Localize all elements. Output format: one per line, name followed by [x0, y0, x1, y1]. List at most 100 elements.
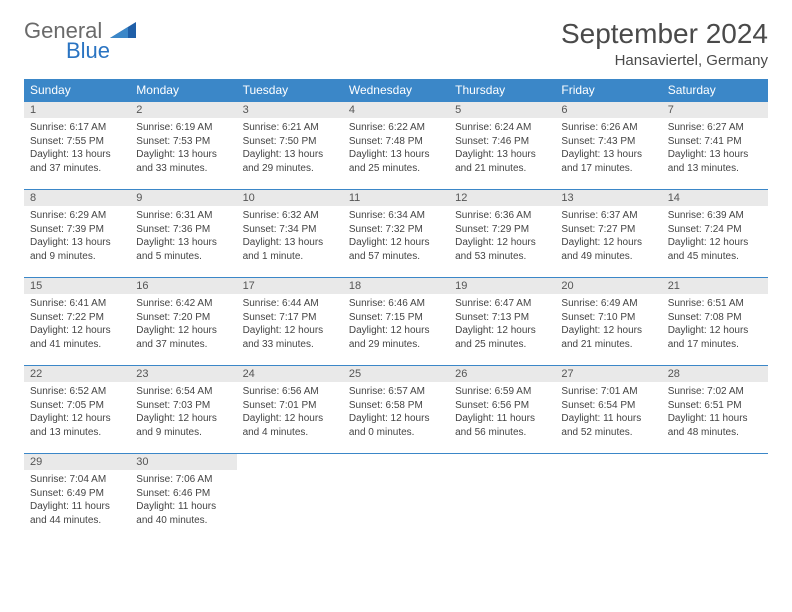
daylight-line: Daylight: 12 hours and 17 minutes.	[668, 324, 762, 351]
sunset-line: Sunset: 7:03 PM	[136, 399, 230, 413]
sunrise-line: Sunrise: 6:36 AM	[455, 209, 549, 223]
daylight-line: Daylight: 13 hours and 13 minutes.	[668, 148, 762, 175]
sunset-line: Sunset: 7:53 PM	[136, 135, 230, 149]
sunset-line: Sunset: 7:34 PM	[243, 223, 337, 237]
day-number: 18	[343, 278, 449, 294]
day-body: Sunrise: 7:04 AMSunset: 6:49 PMDaylight:…	[24, 470, 130, 533]
daylight-line: Daylight: 12 hours and 45 minutes.	[668, 236, 762, 263]
sunset-line: Sunset: 7:27 PM	[561, 223, 655, 237]
day-number: 27	[555, 366, 661, 382]
calendar-cell	[555, 454, 661, 542]
title-block: September 2024 Hansaviertel, Germany	[561, 18, 768, 69]
calendar-cell: 3Sunrise: 6:21 AMSunset: 7:50 PMDaylight…	[237, 102, 343, 190]
sunrise-line: Sunrise: 6:24 AM	[455, 121, 549, 135]
calendar-cell: 1Sunrise: 6:17 AMSunset: 7:55 PMDaylight…	[24, 102, 130, 190]
weekday-header: Wednesday	[343, 79, 449, 102]
sunrise-line: Sunrise: 6:29 AM	[30, 209, 124, 223]
day-number: 6	[555, 102, 661, 118]
day-body: Sunrise: 6:56 AMSunset: 7:01 PMDaylight:…	[237, 382, 343, 445]
sunrise-line: Sunrise: 6:51 AM	[668, 297, 762, 311]
daylight-line: Daylight: 12 hours and 29 minutes.	[349, 324, 443, 351]
day-body: Sunrise: 7:01 AMSunset: 6:54 PMDaylight:…	[555, 382, 661, 445]
calendar-cell: 22Sunrise: 6:52 AMSunset: 7:05 PMDayligh…	[24, 366, 130, 454]
day-body: Sunrise: 6:44 AMSunset: 7:17 PMDaylight:…	[237, 294, 343, 357]
sunrise-line: Sunrise: 6:47 AM	[455, 297, 549, 311]
day-body: Sunrise: 6:34 AMSunset: 7:32 PMDaylight:…	[343, 206, 449, 269]
weekday-header: Tuesday	[237, 79, 343, 102]
calendar-row: 15Sunrise: 6:41 AMSunset: 7:22 PMDayligh…	[24, 278, 768, 366]
calendar-cell: 9Sunrise: 6:31 AMSunset: 7:36 PMDaylight…	[130, 190, 236, 278]
calendar-cell: 2Sunrise: 6:19 AMSunset: 7:53 PMDaylight…	[130, 102, 236, 190]
day-number: 8	[24, 190, 130, 206]
calendar-table: Sunday Monday Tuesday Wednesday Thursday…	[24, 79, 768, 542]
daylight-line: Daylight: 11 hours and 52 minutes.	[561, 412, 655, 439]
sunrise-line: Sunrise: 6:34 AM	[349, 209, 443, 223]
day-number: 28	[662, 366, 768, 382]
calendar-cell: 10Sunrise: 6:32 AMSunset: 7:34 PMDayligh…	[237, 190, 343, 278]
calendar-cell	[343, 454, 449, 542]
day-body: Sunrise: 6:59 AMSunset: 6:56 PMDaylight:…	[449, 382, 555, 445]
day-body: Sunrise: 6:54 AMSunset: 7:03 PMDaylight:…	[130, 382, 236, 445]
daylight-line: Daylight: 12 hours and 13 minutes.	[30, 412, 124, 439]
day-body: Sunrise: 6:21 AMSunset: 7:50 PMDaylight:…	[237, 118, 343, 181]
calendar-cell: 17Sunrise: 6:44 AMSunset: 7:17 PMDayligh…	[237, 278, 343, 366]
sunset-line: Sunset: 7:20 PM	[136, 311, 230, 325]
calendar-cell: 15Sunrise: 6:41 AMSunset: 7:22 PMDayligh…	[24, 278, 130, 366]
calendar-cell	[449, 454, 555, 542]
day-body: Sunrise: 6:57 AMSunset: 6:58 PMDaylight:…	[343, 382, 449, 445]
calendar-cell: 26Sunrise: 6:59 AMSunset: 6:56 PMDayligh…	[449, 366, 555, 454]
sunrise-line: Sunrise: 6:27 AM	[668, 121, 762, 135]
daylight-line: Daylight: 11 hours and 44 minutes.	[30, 500, 124, 527]
header: General Blue September 2024 Hansaviertel…	[24, 18, 768, 69]
day-number: 17	[237, 278, 343, 294]
sunrise-line: Sunrise: 7:06 AM	[136, 473, 230, 487]
calendar-row: 1 Sunrise: 6:17 AMSunset: 7:55 PM Daylight…	[24, 102, 768, 190]
sunset-line: Sunset: 7:17 PM	[243, 311, 337, 325]
calendar-cell: 12Sunrise: 6:36 AMSunset: 7:29 PMDayligh…	[449, 190, 555, 278]
sunset-line: Sunset: 7:41 PM	[668, 135, 762, 149]
sunset-line: Sunset: 7:39 PM	[30, 223, 124, 237]
sunset-line: Sunset: 6:46 PM	[136, 487, 230, 501]
daylight-line: Daylight: 13 hours and 17 minutes.	[561, 148, 655, 175]
calendar-cell: 25Sunrise: 6:57 AMSunset: 6:58 PMDayligh…	[343, 366, 449, 454]
calendar-cell: 8Sunrise: 6:29 AMSunset: 7:39 PMDaylight…	[24, 190, 130, 278]
calendar-cell: 7Sunrise: 6:27 AMSunset: 7:41 PMDaylight…	[662, 102, 768, 190]
day-number: 20	[555, 278, 661, 294]
day-number: 1	[24, 102, 130, 118]
sunset-line: Sunset: 6:49 PM	[30, 487, 124, 501]
day-body: Sunrise: 6:36 AMSunset: 7:29 PMDaylight:…	[449, 206, 555, 269]
title-location: Hansaviertel, Germany	[561, 52, 768, 69]
day-number: 15	[24, 278, 130, 294]
sunrise-line: Sunrise: 7:04 AM	[30, 473, 124, 487]
calendar-cell: 18Sunrise: 6:46 AMSunset: 7:15 PMDayligh…	[343, 278, 449, 366]
sunset-line: Sunset: 7:10 PM	[561, 311, 655, 325]
day-number: 12	[449, 190, 555, 206]
sunrise-line: Sunrise: 6:21 AM	[243, 121, 337, 135]
day-body: Sunrise: 6:32 AMSunset: 7:34 PMDaylight:…	[237, 206, 343, 269]
daylight-line: Daylight: 13 hours and 1 minute.	[243, 236, 337, 263]
calendar-cell	[237, 454, 343, 542]
sunrise-line: Sunrise: 6:17 AM	[30, 121, 124, 135]
sunset-line: Sunset: 7:48 PM	[349, 135, 443, 149]
day-body: Sunrise: 6:46 AMSunset: 7:15 PMDaylight:…	[343, 294, 449, 357]
logo: General Blue	[24, 18, 144, 62]
day-body: Sunrise: 6:26 AMSunset: 7:43 PMDaylight:…	[555, 118, 661, 181]
title-month: September 2024	[561, 18, 768, 50]
sunset-line: Sunset: 7:01 PM	[243, 399, 337, 413]
sunrise-line: Sunrise: 6:39 AM	[668, 209, 762, 223]
sunset-line: Sunset: 7:55 PM	[30, 135, 124, 149]
day-body: Sunrise: 6:49 AMSunset: 7:10 PMDaylight:…	[555, 294, 661, 357]
calendar-cell: 30Sunrise: 7:06 AMSunset: 6:46 PMDayligh…	[130, 454, 236, 542]
weekday-header: Monday	[130, 79, 236, 102]
sunrise-line: Sunrise: 6:54 AM	[136, 385, 230, 399]
sunrise-line: Sunrise: 6:37 AM	[561, 209, 655, 223]
daylight-line: Daylight: 12 hours and 53 minutes.	[455, 236, 549, 263]
sunrise-line: Sunrise: 6:26 AM	[561, 121, 655, 135]
weekday-header: Saturday	[662, 79, 768, 102]
sunset-line: Sunset: 7:36 PM	[136, 223, 230, 237]
sunrise-line: Sunrise: 6:46 AM	[349, 297, 443, 311]
day-number: 5	[449, 102, 555, 118]
sunrise-line: Sunrise: 6:32 AM	[243, 209, 337, 223]
sunset-line: Sunset: 7:08 PM	[668, 311, 762, 325]
calendar-row: 8 Sunrise: 6:29 AMSunset: 7:39 PM Daylight…	[24, 190, 768, 278]
